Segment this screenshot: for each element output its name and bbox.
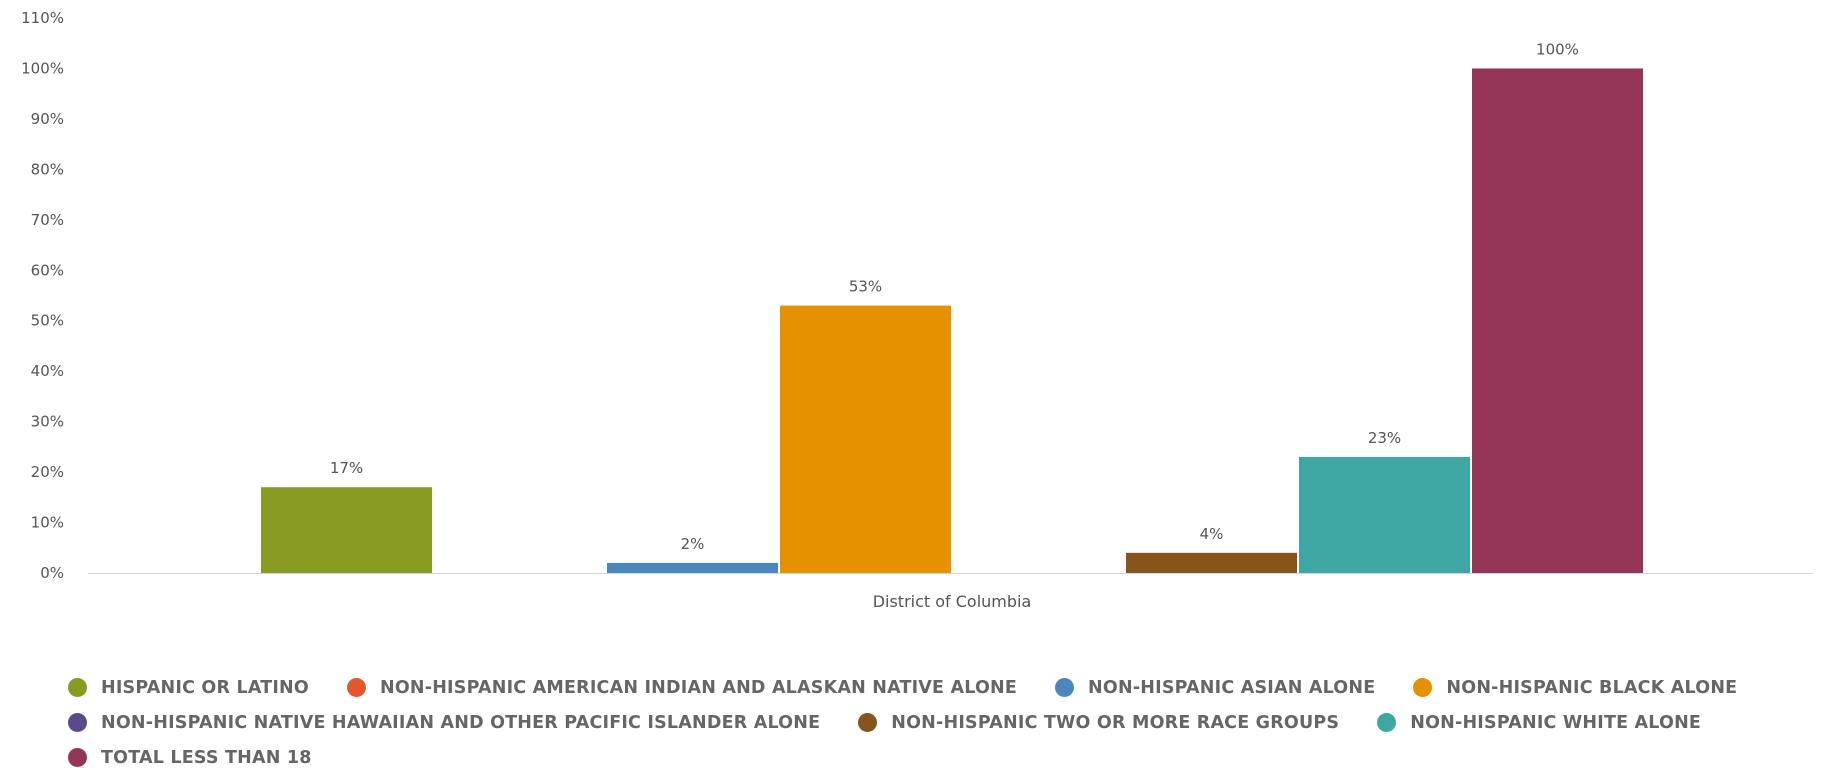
data-label-0: 17%	[330, 459, 363, 477]
x-category-label: District of Columbia	[873, 592, 1032, 611]
legend-label: Non-Hispanic American Indian and Alaskan…	[379, 677, 1018, 698]
y-tick-label: 30%	[31, 413, 64, 431]
legend-item-black[interactable]: Non-Hispanic Black Alone	[1413, 678, 1737, 698]
bar-6[interactable]	[1299, 456, 1470, 573]
y-tick-label: 110%	[21, 9, 64, 27]
legend-swatch	[68, 748, 87, 767]
data-label-6: 23%	[1368, 429, 1401, 447]
bar-2[interactable]	[607, 562, 778, 573]
legend-row: Total less than 18	[68, 740, 1788, 775]
data-label-5: 4%	[1200, 525, 1224, 543]
y-tick-label: 40%	[31, 362, 64, 380]
legend-item-native-hawaiian[interactable]: Non-Hispanic Native Hawaiian and Other P…	[68, 713, 820, 733]
legend-label: Total less than 18	[101, 747, 312, 768]
legend-swatch	[1413, 678, 1433, 697]
legend-label: Non-Hispanic Black Alone	[1446, 677, 1738, 698]
y-tick-label: 50%	[31, 312, 64, 330]
y-tick-label: 10%	[31, 514, 64, 532]
legend-swatch	[858, 713, 878, 732]
legend-label: Non-Hispanic Asian Alone	[1088, 677, 1376, 698]
legend-label: Non-Hispanic Native Hawaiian and Other P…	[101, 712, 821, 733]
legend-swatch	[1055, 678, 1075, 697]
legend-label: Non-Hispanic Two or More Race Groups	[891, 712, 1340, 733]
legend-item-asian[interactable]: Non-Hispanic Asian Alone	[1055, 678, 1375, 698]
legend-row: Hispanic or Latino Non-Hispanic American…	[68, 670, 1788, 705]
legend-item-hispanic-or-latino[interactable]: Hispanic or Latino	[68, 678, 309, 698]
legend-swatch	[68, 678, 87, 697]
legend-row: Non-Hispanic Native Hawaiian and Other P…	[68, 705, 1788, 740]
y-axis: 0% 10% 20% 30% 40% 50% 60% 70% 80% 90% 100% 110%	[21, 9, 64, 582]
bar-3[interactable]	[780, 305, 951, 573]
legend-label: Non-Hispanic White Alone	[1410, 712, 1702, 733]
data-labels: 17% 2% 53% 4% 23% 100%	[330, 40, 1579, 552]
legend-label: Hispanic or Latino	[101, 677, 309, 698]
y-tick-label: 0%	[40, 564, 64, 582]
legend-swatch	[346, 678, 366, 697]
legend-item-white[interactable]: Non-Hispanic White Alone	[1377, 713, 1701, 733]
legend-item-total-less-than-18[interactable]: Total less than 18	[68, 748, 312, 768]
legend: Hispanic or Latino Non-Hispanic American…	[68, 670, 1788, 775]
y-tick-label: 100%	[21, 59, 64, 77]
data-label-2: 2%	[681, 535, 705, 553]
bar-chart: 0% 10% 20% 30% 40% 50% 60% 70% 80% 90% 100% 110% 17…	[21, 9, 1813, 611]
data-label-7: 100%	[1536, 40, 1579, 58]
data-label-3: 53%	[849, 278, 882, 296]
legend-item-american-indian[interactable]: Non-Hispanic American Indian and Alaskan…	[346, 677, 1018, 698]
y-tick-label: 90%	[31, 110, 64, 128]
y-tick-label: 80%	[31, 160, 64, 178]
y-tick-label: 60%	[31, 261, 64, 279]
legend-item-two-or-more[interactable]: Non-Hispanic Two or More Race Groups	[858, 713, 1339, 733]
legend-swatch	[1377, 713, 1397, 732]
legend-swatch	[68, 713, 87, 732]
y-tick-label: 20%	[31, 463, 64, 481]
y-tick-label: 70%	[31, 211, 64, 229]
bar-5[interactable]	[1126, 552, 1297, 573]
bars	[261, 68, 1643, 574]
bar-0[interactable]	[261, 487, 432, 573]
bar-7[interactable]	[1472, 68, 1643, 574]
